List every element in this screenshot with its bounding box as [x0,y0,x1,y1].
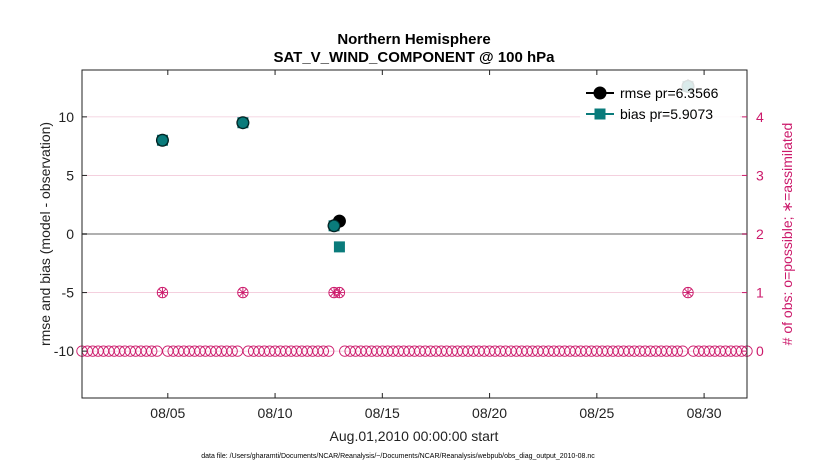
x-tick-label: 08/10 [258,405,293,421]
x-axis-label: Aug.01,2010 00:00:00 start [330,428,499,444]
obs-count-layer [76,286,753,357]
x-tick-label: 08/15 [365,405,400,421]
x-tick-label: 08/20 [472,405,507,421]
obs-possible-marker [237,286,249,299]
obs-assimilated-marker [237,287,248,298]
y-axis-label: rmse and bias (model - observation) [37,122,53,346]
y2-tick-label: 1 [756,285,764,301]
legend-box [580,80,740,126]
bias-overlap-point [327,219,341,232]
x-tick-label: 08/30 [687,405,722,421]
obs-possible-marker [317,345,329,357]
chart-title: Northern Hemisphere [337,31,490,48]
x-tick-label: 08/25 [579,405,614,421]
obs-assimilated-marker [334,287,345,298]
legend-bias-label: bias pr=5.9073 [620,106,713,122]
obs-possible-marker [323,345,335,357]
obs-assimilated-marker [157,287,168,298]
obs-possible-marker [226,345,238,357]
legend: rmse pr=6.3566 bias pr=5.9073 [580,80,740,126]
y-tick-label: -10 [54,343,74,359]
footnote: data file: /Users/gharamti/Documents/NCA… [201,453,595,460]
y2-tick-label: 3 [756,167,764,183]
y-axis-left: -10 -5 0 5 10 [54,109,87,359]
y-tick-label: 5 [66,167,74,183]
legend-rmse-label: rmse pr=6.3566 [620,85,719,101]
y2-tick-label: 4 [756,109,764,125]
x-tick-label: 08/05 [150,405,185,421]
y2-tick-label: 0 [756,343,764,359]
bias-overlap-point [236,116,249,129]
y-tick-label: 10 [58,109,74,125]
y-tick-label: 0 [66,226,74,242]
bias-point [333,241,345,253]
bias-overlap-point [156,134,169,147]
legend-bias-marker [594,108,606,120]
chart-subtitle: SAT_V_WIND_COMPONENT @ 100 hPa [273,49,555,66]
y-tick-label: -5 [62,285,75,301]
obs-possible-marker [156,286,169,299]
x-axis: 08/05 08/10 08/15 08/20 08/25 08/30 [150,70,722,421]
obs-possible-marker [146,345,158,357]
obs-possible-marker [682,286,694,299]
y2-tick-label: 2 [756,226,764,242]
legend-rmse-marker [593,86,607,100]
obs-possible-marker [671,345,683,357]
obs-assimilated-marker [683,287,693,298]
y2-axis-label: # of obs: o=possible; ∗=assimilated [779,123,795,346]
y-axis-right: 0 1 2 3 4 [742,109,764,359]
obs-assimilated-marker [329,287,339,298]
